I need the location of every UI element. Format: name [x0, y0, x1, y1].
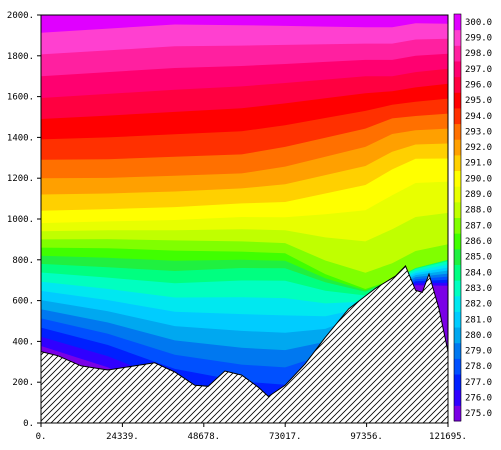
colorbar-label: 296.0: [465, 80, 492, 90]
colorbar-swatch: [454, 107, 461, 125]
colorbar-label: 279.0: [465, 347, 492, 357]
colorbar-label: 287.0: [465, 221, 492, 231]
colorbar-label: 300.0: [465, 18, 492, 28]
colorbar-swatch: [454, 123, 461, 140]
x-tick-label: 73017.: [269, 432, 302, 442]
colorbar-label: 285.0: [465, 253, 492, 263]
colorbar-label: 298.0: [465, 49, 492, 59]
colorbar-swatch: [454, 295, 461, 312]
colorbar-swatch: [454, 186, 461, 203]
colorbar-label: 295.0: [465, 96, 492, 106]
y-tick-label: 1800.: [7, 52, 34, 62]
x-axis: 0. 24339. 48678. 73017. 97356. 121695.: [36, 423, 467, 442]
colorbar-label: 284.0: [465, 268, 492, 278]
colorbar-swatch: [454, 76, 461, 93]
colorbar-label: 275.0: [465, 409, 492, 419]
x-tick-label: 121695.: [429, 432, 467, 442]
colorbar-label: 286.0: [465, 237, 492, 247]
colorbar-swatch: [454, 45, 461, 62]
plot-area: [41, 15, 448, 423]
y-tick-label: 1600.: [7, 93, 34, 103]
colorbar-label: 283.0: [465, 284, 492, 294]
colorbar-swatch: [454, 154, 461, 172]
colorbar-swatch: [454, 92, 461, 109]
colorbar: 275.0 276.0 277.0 278.0 279.0 280.0 281.0 282.0…: [453, 13, 492, 422]
contour-band-300.0: [41, 15, 448, 33]
y-tick-label: 1200.: [7, 174, 34, 184]
colorbar-swatch: [454, 201, 461, 218]
y-tick-label: 400.: [12, 337, 34, 347]
colorbar-swatch: [454, 233, 461, 250]
y-tick-label: 0.: [23, 419, 34, 429]
colorbar-swatch: [454, 342, 461, 359]
colorbar-label: 288.0: [465, 206, 492, 216]
colorbar-swatch: [454, 248, 461, 265]
colorbar-label: 277.0: [465, 378, 492, 388]
colorbar-swatch: [454, 327, 461, 344]
colorbar-label: 276.0: [465, 394, 492, 404]
colorbar-label: 297.0: [465, 65, 492, 75]
colorbar-label: 291.0: [465, 159, 492, 169]
colorbar-swatch: [454, 389, 461, 406]
colorbar-label: 289.0: [465, 190, 492, 200]
colorbar-label: 290.0: [465, 174, 492, 184]
colorbar-swatch: [454, 311, 461, 328]
colorbar-label: 278.0: [465, 362, 492, 372]
colorbar-label: 293.0: [465, 127, 492, 137]
colorbar-swatch: [454, 139, 461, 156]
colorbar-label: 294.0: [465, 112, 492, 122]
y-tick-label: 200.: [12, 378, 34, 388]
y-tick-label: 1000.: [7, 215, 34, 225]
colorbar-swatch: [454, 60, 461, 78]
y-axis: 0. 200. 400. 600. 800. 1000. 1200. 1400. 1600. 18…: [7, 11, 41, 429]
x-tick-label: 97356.: [350, 432, 383, 442]
colorbar-swatch: [454, 217, 461, 234]
x-tick-label: 24339.: [106, 432, 139, 442]
colorbar-swatch: [454, 374, 461, 391]
colorbar-swatch: [454, 280, 461, 297]
colorbar-label: 282.0: [465, 300, 492, 310]
colorbar-swatch: [454, 264, 461, 281]
x-tick-label: 0.: [36, 432, 47, 442]
colorbar-swatch: [454, 358, 461, 375]
terrain-layer: [41, 265, 448, 423]
colorbar-label: 280.0: [465, 331, 492, 341]
y-tick-label: 1400.: [7, 133, 34, 143]
y-tick-label: 2000.: [7, 11, 34, 21]
colorbar-swatch: [454, 29, 461, 46]
colorbar-frame: [453, 13, 462, 422]
x-tick-label: 48678.: [188, 432, 221, 442]
y-tick-label: 800.: [12, 256, 34, 266]
colorbar-swatch: [454, 405, 461, 422]
colorbar-label: 299.0: [465, 33, 492, 43]
colorbar-label: 292.0: [465, 143, 492, 153]
terrain-profile: [41, 265, 448, 423]
y-tick-label: 600.: [12, 297, 34, 307]
colorbar-swatch: [454, 14, 461, 31]
colorbar-swatch: [454, 170, 461, 187]
colorbar-label: 281.0: [465, 315, 492, 325]
